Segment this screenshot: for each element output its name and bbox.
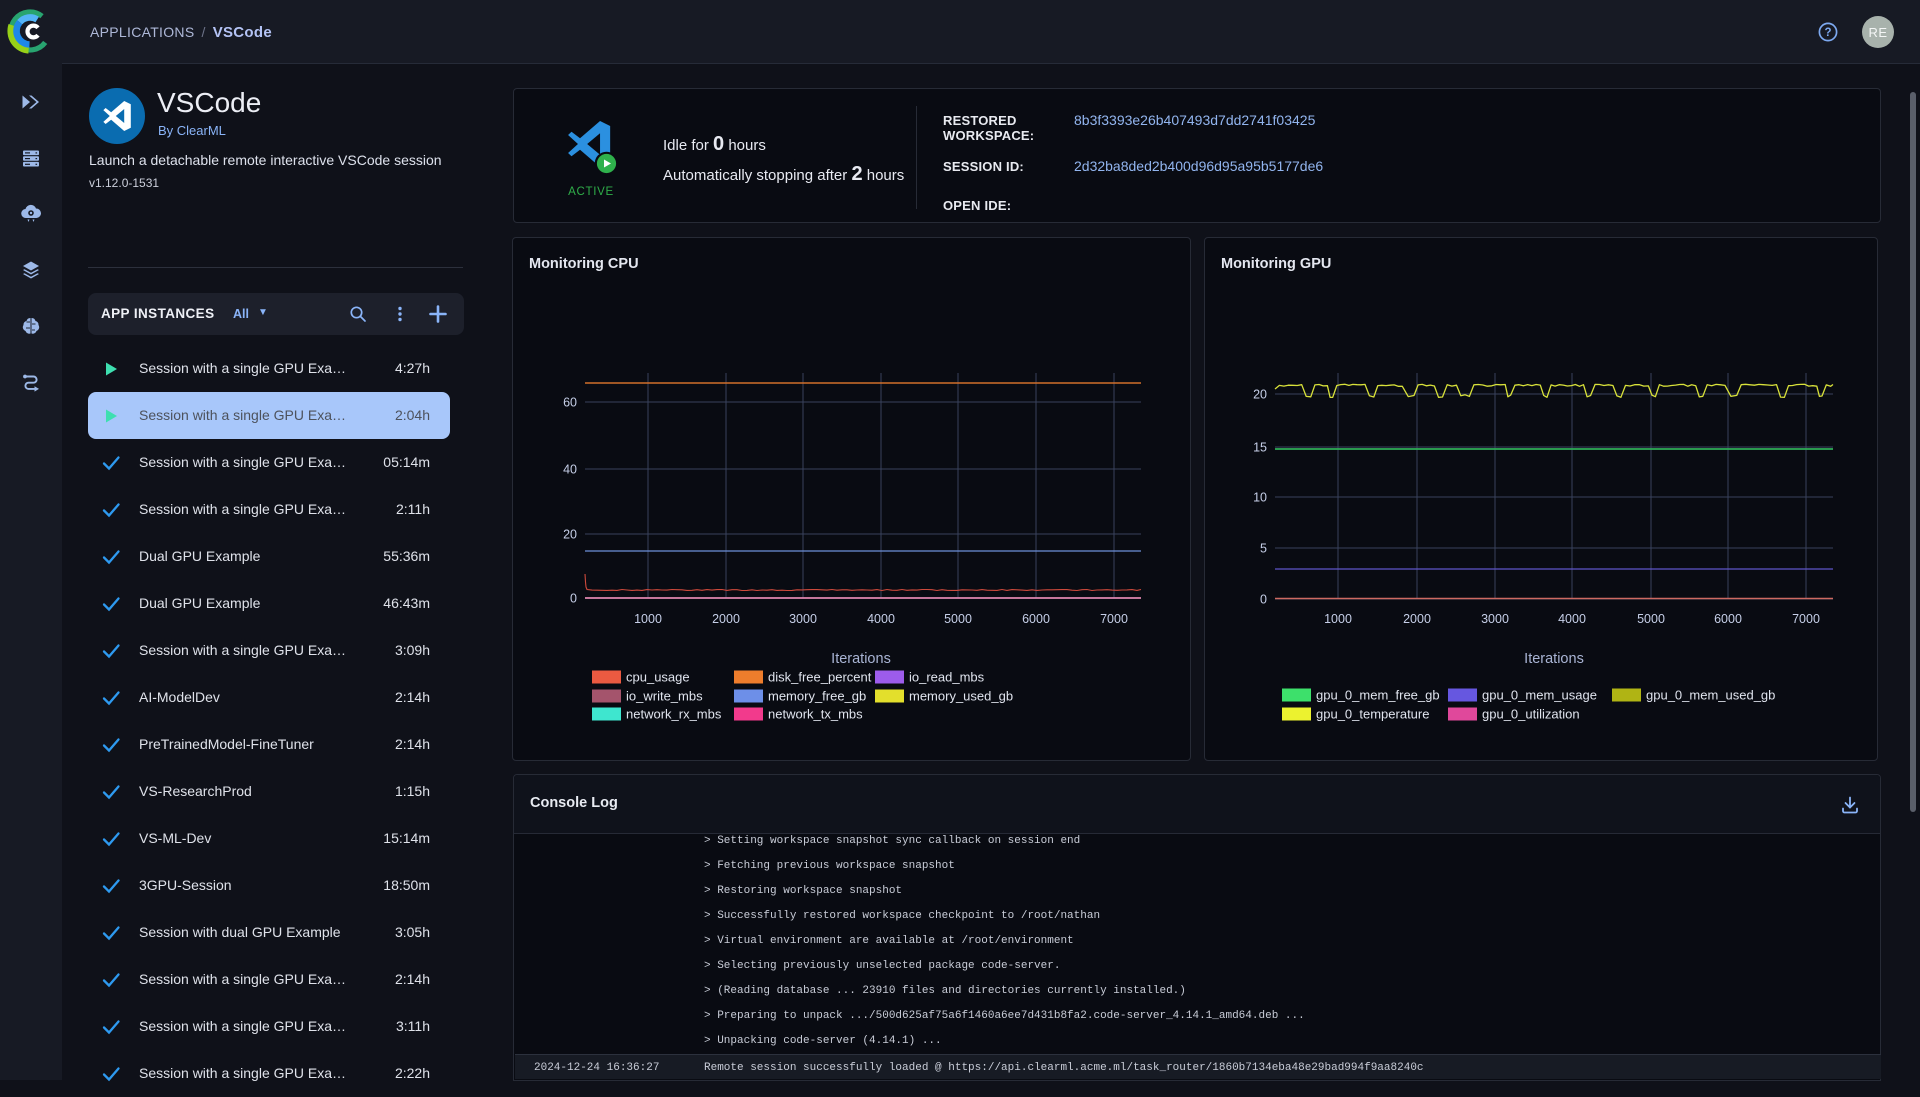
svg-text:io_write_mbs: io_write_mbs xyxy=(626,689,703,704)
svg-text:20: 20 xyxy=(563,528,577,542)
svg-text:1000: 1000 xyxy=(634,612,662,626)
svg-text:5000: 5000 xyxy=(1637,612,1665,626)
svg-text:memory_used_gb: memory_used_gb xyxy=(909,689,1013,704)
svg-text:gpu_0_utilization: gpu_0_utilization xyxy=(1482,707,1580,722)
svg-text:io_read_mbs: io_read_mbs xyxy=(909,670,985,685)
svg-text:2000: 2000 xyxy=(712,612,740,626)
svg-text:4000: 4000 xyxy=(867,612,895,626)
svg-text:7000: 7000 xyxy=(1792,612,1820,626)
svg-text:0: 0 xyxy=(1260,593,1267,607)
svg-text:gpu_0_mem_free_gb: gpu_0_mem_free_gb xyxy=(1316,688,1440,703)
svg-text:?: ? xyxy=(1824,27,1831,39)
svg-text:gpu_0_mem_usage: gpu_0_mem_usage xyxy=(1482,688,1597,703)
svg-text:disk_free_percent: disk_free_percent xyxy=(768,670,872,685)
svg-text:memory_free_gb: memory_free_gb xyxy=(768,689,866,704)
svg-text:20: 20 xyxy=(1253,388,1267,402)
svg-text:3000: 3000 xyxy=(789,612,817,626)
svg-text:Iterations: Iterations xyxy=(1524,651,1584,667)
svg-text:15: 15 xyxy=(1253,441,1267,455)
svg-text:0: 0 xyxy=(570,592,577,606)
svg-text:7000: 7000 xyxy=(1100,612,1128,626)
svg-text:5000: 5000 xyxy=(944,612,972,626)
svg-text:cpu_usage: cpu_usage xyxy=(626,670,690,685)
svg-text:6000: 6000 xyxy=(1714,612,1742,626)
svg-text:5: 5 xyxy=(1260,542,1267,556)
svg-text:network_tx_mbs: network_tx_mbs xyxy=(768,707,863,722)
svg-text:3000: 3000 xyxy=(1481,612,1509,626)
svg-text:6000: 6000 xyxy=(1022,612,1050,626)
svg-text:network_rx_mbs: network_rx_mbs xyxy=(626,707,722,722)
svg-text:40: 40 xyxy=(563,463,577,477)
svg-text:4000: 4000 xyxy=(1558,612,1586,626)
svg-text:2000: 2000 xyxy=(1403,612,1431,626)
svg-text:10: 10 xyxy=(1253,491,1267,505)
svg-text:gpu_0_mem_used_gb: gpu_0_mem_used_gb xyxy=(1646,688,1775,703)
svg-text:gpu_0_temperature: gpu_0_temperature xyxy=(1316,707,1429,722)
svg-text:60: 60 xyxy=(563,396,577,410)
svg-text:1000: 1000 xyxy=(1324,612,1352,626)
svg-text:Iterations: Iterations xyxy=(831,651,891,667)
